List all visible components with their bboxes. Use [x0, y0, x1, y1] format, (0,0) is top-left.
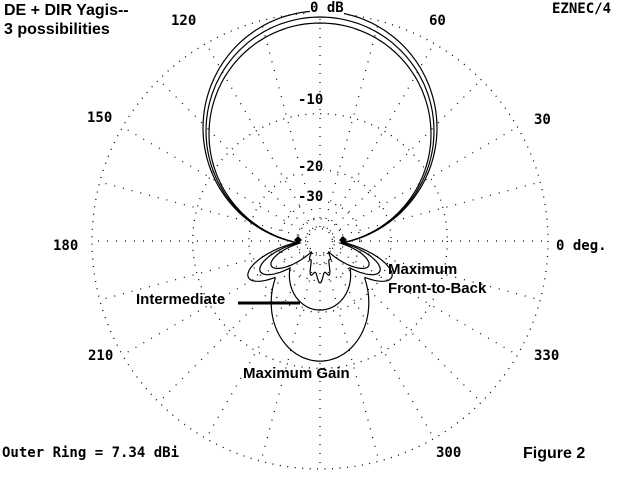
db-ring: [297, 218, 343, 264]
figure-number-label: Figure 2: [523, 445, 586, 462]
db-ring: [91, 12, 549, 470]
radial-line: [326, 43, 435, 230]
pattern-trace-3: [208, 22, 432, 284]
annotation-max-fb-line2: Front-to-Back: [388, 280, 487, 297]
pattern-trace-1: [202, 10, 438, 362]
angle-label-300: 300: [436, 445, 462, 461]
angle-label-30: 30: [534, 112, 551, 128]
angle-label-60: 60: [429, 13, 446, 29]
radial-line: [333, 181, 541, 238]
angle-label-120: 120: [171, 13, 197, 29]
db-ring: [248, 169, 392, 313]
db-label-30: -30: [298, 189, 324, 205]
axis-marker: [339, 236, 347, 244]
annotation-max-gain: Maximum Gain: [243, 365, 350, 382]
angle-label-180: 180: [53, 238, 79, 254]
db-label-20: -20: [298, 159, 324, 175]
annotation-max-fb-line1: Maximum: [388, 261, 458, 278]
app-name-label: EZNEC/4: [552, 1, 612, 17]
plot-title-line1: DE + DIR Yagis--: [4, 2, 129, 19]
db-label-0: 0 dB: [310, 0, 344, 16]
db-ring: [279, 200, 361, 282]
radial-line: [99, 181, 307, 238]
angle-label-210: 210: [88, 348, 114, 364]
db-ring: [192, 113, 448, 369]
angle-label-330: 330: [534, 348, 560, 364]
radial-line: [260, 254, 317, 462]
db-label-10: -10: [298, 92, 324, 108]
radial-line: [323, 254, 380, 462]
axis-marker: [294, 236, 302, 244]
pattern-trace-2: [205, 16, 435, 311]
annotation-intermediate: Intermediate: [136, 291, 226, 308]
radial-line: [323, 20, 380, 228]
radial-line: [205, 43, 314, 230]
db-ring: [306, 227, 334, 255]
outer-ring-value-label: Outer Ring = 7.34 dBi: [2, 445, 180, 461]
angle-label-150: 150: [87, 110, 113, 126]
angle-label-0: 0 deg.: [556, 238, 607, 254]
plot-title-line2: 3 possibilities: [4, 21, 110, 38]
